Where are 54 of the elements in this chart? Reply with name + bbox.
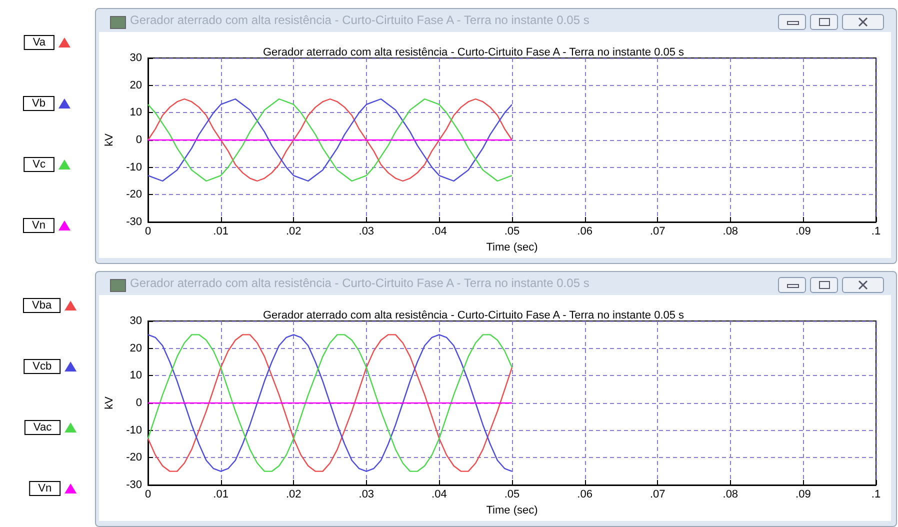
chart-title: Gerador aterrado com alta resistência - Curto-Cirtuito Fase A - Terra no instante 0.05 s [263,310,685,322]
x-tick-label: .08 [722,488,738,500]
legend-label: Va [32,36,46,48]
x-tick-label: .1 [871,488,881,500]
x-tick-label: .03 [358,226,374,238]
y-tick-label: 0 [136,134,142,146]
x-tick-label: .09 [796,226,811,238]
x-axis-title: Time (sec) [486,504,538,516]
y-tick-label: 10 [130,370,142,382]
x-tick-label: 0 [144,226,152,238]
x-tick-label: .05 [504,226,520,238]
x-tick-label: .01 [213,488,228,500]
y-tick-label: -30 [126,216,142,228]
y-tick-label: 20 [130,79,142,92]
y-tick-label: 10 [130,106,142,119]
chart-subtitle: Gerador aterrado com alta resistência - Curto-Cirtuito Fase A - Terra no instante 0.05 s [130,276,590,290]
x-tick-label: .04 [432,226,447,238]
x-tick-label: .09 [796,488,811,500]
y-tick-label: 30 [130,315,142,327]
y-tick-label: -20 [126,452,142,464]
legend-label: Vn [32,220,46,232]
x-tick-label: .02 [286,226,302,238]
x-tick-label: .04 [432,488,447,500]
line-series [147,334,513,472]
legend-label: Vn [38,482,52,494]
x-tick-label: .06 [577,488,592,500]
legend-label: Vc [32,158,46,170]
y-tick-label: 20 [130,342,142,354]
legend-label: Vac [33,422,52,434]
y-tick-label: 30 [130,52,142,64]
x-tick-label: .05 [504,488,520,500]
x-tick-label: .07 [650,226,666,238]
line-series [147,98,513,182]
x-tick-label: .08 [722,226,738,238]
chart-subtitle: Gerador aterrado com alta resistência - Curto-Cirtuito Fase A - Terra no instante 0.05 s [130,13,590,27]
x-tick-label: .07 [650,488,666,500]
x-axis-title: Time (sec) [486,242,538,254]
x-tick-label: .03 [358,488,374,500]
y-tick-label: -10 [126,424,142,436]
x-tick-label: .02 [286,488,302,500]
y-axis-title: kV [104,396,116,410]
legend-label: Vba [32,300,52,312]
y-tick-label: -10 [126,161,142,174]
y-axis-title: kV [104,132,116,146]
y-tick-label: -20 [126,188,142,201]
x-tick-label: 0 [144,488,152,500]
x-tick-label: .01 [213,226,228,238]
x-tick-label: .06 [577,226,592,238]
chart-title: Gerador aterrado com alta resistência - Curto-Cirtuito Fase A - Terra no instante 0.05 s [263,46,685,58]
legend-label: Vcb [32,360,52,372]
legend-label: Vb [32,98,46,110]
x-tick-label: .1 [871,226,881,238]
y-tick-label: 0 [136,397,142,409]
y-tick-label: -30 [126,479,142,491]
